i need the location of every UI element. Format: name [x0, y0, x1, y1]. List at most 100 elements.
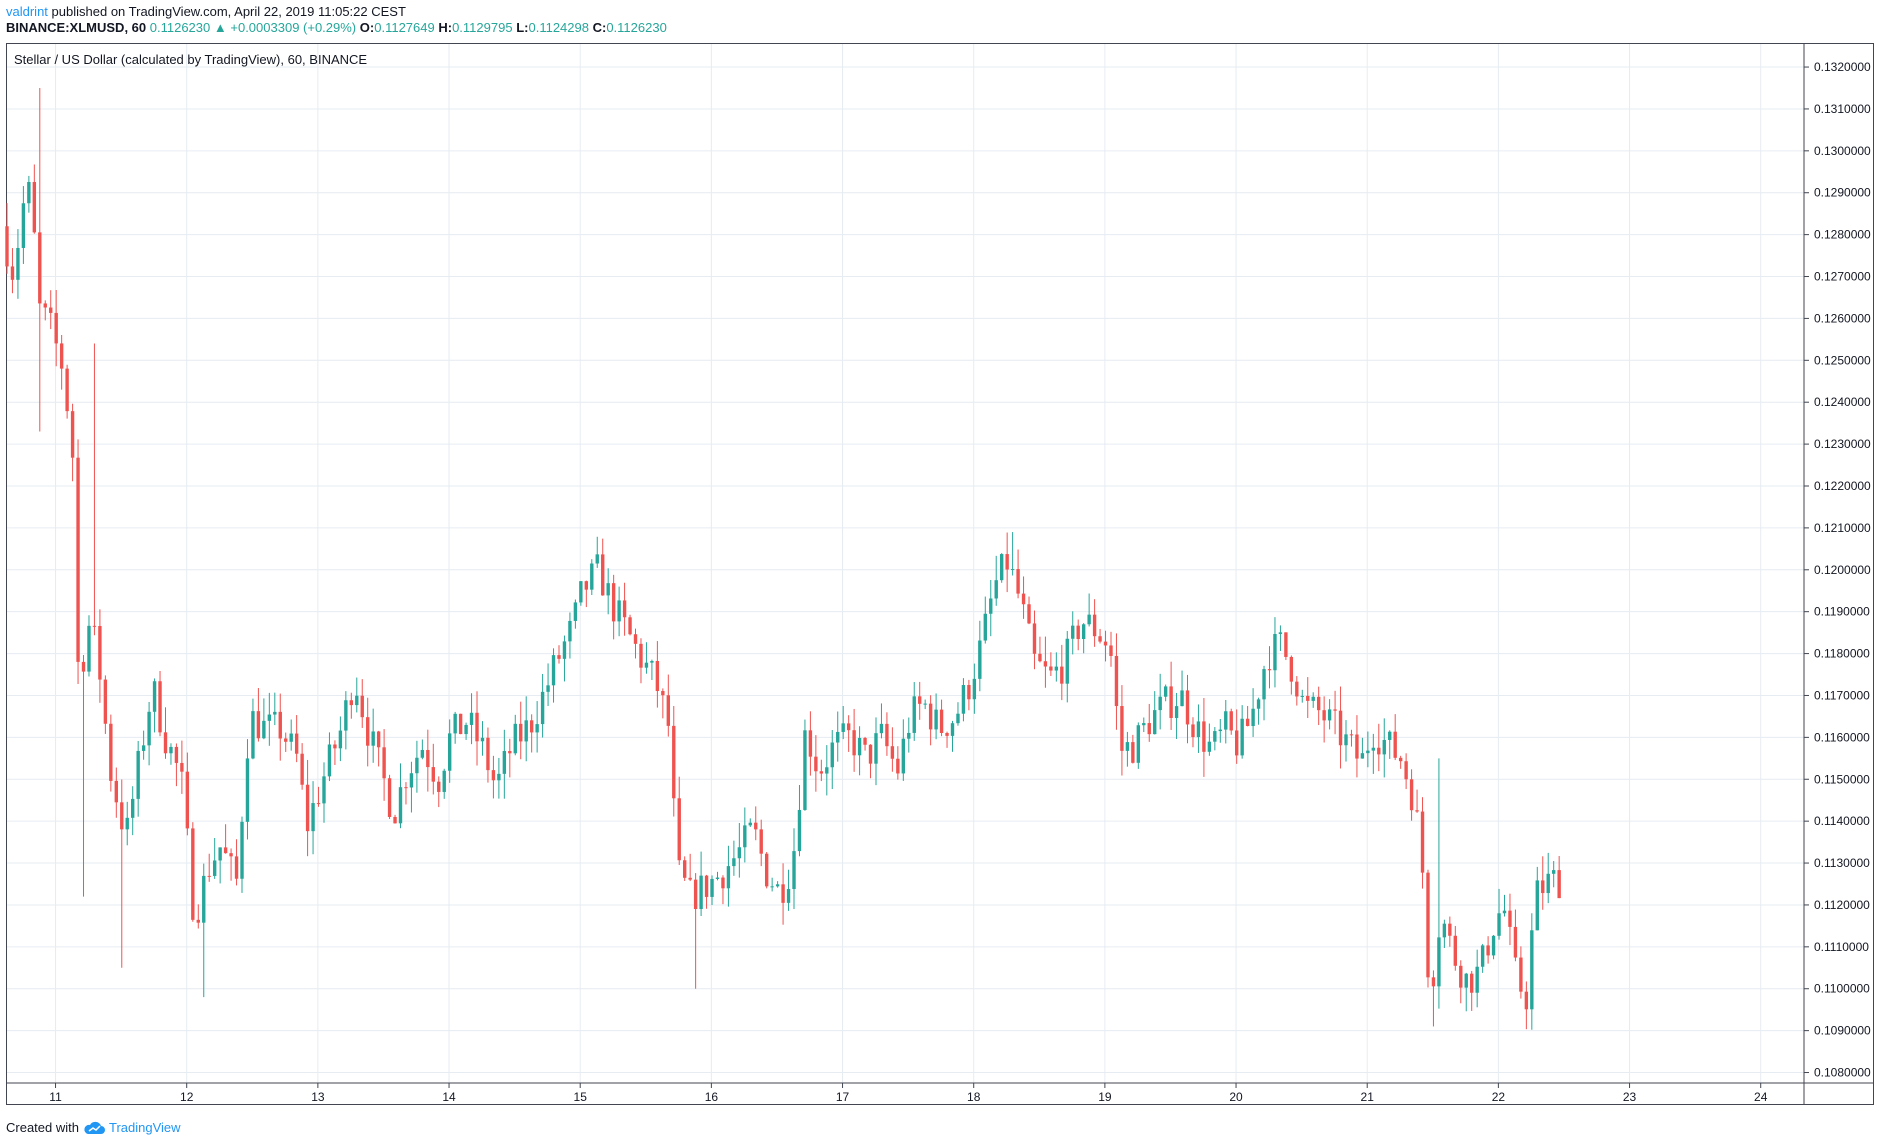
candle-body — [409, 773, 414, 788]
candle-body — [114, 780, 119, 803]
footer: Created with TradingView — [6, 1120, 181, 1135]
candle-body — [579, 581, 583, 603]
candle-up — [502, 729, 507, 799]
candle-body — [535, 724, 539, 733]
candle-up — [950, 720, 955, 752]
candle-body — [453, 713, 457, 734]
candle-body — [103, 679, 108, 724]
candle-up — [1262, 665, 1266, 721]
candle-down — [1284, 632, 1288, 661]
candle-body — [1316, 696, 1321, 711]
candle-up — [524, 696, 528, 762]
candle-down — [316, 786, 321, 807]
candle-body — [1021, 593, 1026, 605]
candle-up — [273, 692, 277, 726]
time-axis: 11 12 13 14 15 16 17 18 19 20 21 22 23 24 — [7, 1082, 1874, 1104]
candle-down — [333, 740, 337, 766]
candle-body — [1235, 730, 1239, 756]
candle-body — [1103, 641, 1108, 646]
candle-up — [262, 698, 266, 740]
candle-body — [1513, 926, 1518, 958]
candle-down — [677, 776, 681, 866]
candle-body — [644, 662, 649, 668]
candle-down — [1076, 619, 1080, 651]
candle-body — [1524, 991, 1529, 1010]
candle-body — [420, 749, 425, 758]
candle-down — [54, 290, 58, 367]
candle-down — [759, 819, 763, 867]
candle-down — [158, 671, 162, 737]
y-tick-label: 0.1140000 — [1814, 814, 1870, 828]
candle-down — [103, 675, 108, 734]
candle-body — [1393, 731, 1397, 758]
candle-body — [442, 770, 446, 792]
candle-down — [1524, 981, 1529, 1030]
y-tick-label: 0.1120000 — [1814, 898, 1870, 912]
grid-lines — [7, 44, 1804, 1083]
candle-up — [344, 691, 348, 750]
y-tick-label: 0.1260000 — [1814, 311, 1871, 325]
candle-down — [32, 164, 37, 234]
candle-down — [1404, 753, 1408, 790]
candle-body — [519, 723, 523, 742]
candle-body — [1087, 614, 1091, 625]
candle-down — [1306, 677, 1310, 718]
candle-down — [180, 740, 184, 794]
x-tick-label: 24 — [1754, 1090, 1768, 1104]
candle-down — [234, 839, 239, 886]
x-tick-label: 19 — [1098, 1090, 1112, 1104]
x-tick-label: 16 — [705, 1090, 719, 1104]
candle-body — [661, 691, 665, 696]
candle-body — [879, 723, 884, 734]
author-link[interactable]: valdrint — [6, 4, 48, 19]
candle-up — [792, 828, 796, 910]
candle-body — [704, 875, 709, 897]
candle-body — [1442, 923, 1447, 938]
candle-down — [557, 645, 561, 664]
candle-body — [1415, 810, 1419, 812]
candle-up — [606, 568, 610, 615]
candle-down — [1459, 960, 1463, 1004]
candle-body — [726, 866, 731, 889]
candle-up — [1240, 705, 1244, 759]
candle-body — [1311, 696, 1315, 701]
candle-body — [1054, 666, 1059, 671]
candle-down — [928, 695, 933, 746]
candle-body — [699, 875, 703, 910]
candle-down — [1245, 705, 1250, 727]
candle-down — [1120, 685, 1124, 776]
candle-up — [289, 719, 293, 751]
candle-body — [1207, 741, 1212, 752]
candle-body — [38, 232, 42, 304]
candle-body — [1306, 695, 1310, 701]
candle-up — [212, 837, 217, 879]
candle-body — [322, 776, 326, 804]
candle-body — [508, 751, 512, 754]
candle-down — [967, 679, 971, 711]
candle-body — [1027, 604, 1031, 624]
candle-body — [202, 875, 206, 923]
candle-up — [726, 845, 731, 907]
high-label: H: — [438, 20, 453, 35]
candle-down — [223, 824, 228, 854]
candle-body — [874, 733, 878, 764]
candle-body — [1486, 945, 1490, 956]
candle-body — [797, 809, 802, 852]
candle-body — [584, 581, 589, 590]
candle-down — [611, 574, 616, 640]
candle-up — [1054, 652, 1059, 682]
candle-up — [398, 763, 403, 829]
tradingview-cloud-icon — [84, 1121, 105, 1134]
tradingview-brand-link[interactable]: TradingView — [108, 1120, 181, 1135]
candle-body — [857, 737, 862, 756]
x-tick-label: 23 — [1623, 1090, 1637, 1104]
candle-down — [1103, 630, 1108, 662]
candle-body — [606, 583, 610, 596]
candle-down — [81, 655, 86, 897]
candle-down — [5, 203, 9, 274]
candle-body — [447, 733, 452, 771]
candle-body — [1333, 709, 1337, 711]
candle-up — [1153, 691, 1157, 735]
candle-body — [896, 758, 900, 774]
